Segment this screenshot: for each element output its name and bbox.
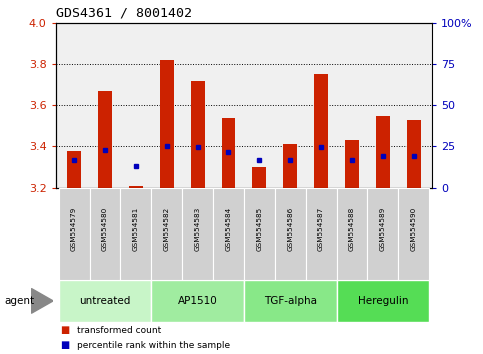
Text: ■: ■ xyxy=(60,341,70,350)
Text: GSM554590: GSM554590 xyxy=(411,207,417,251)
Text: GSM554589: GSM554589 xyxy=(380,207,386,251)
Text: GSM554581: GSM554581 xyxy=(133,207,139,251)
Bar xyxy=(67,150,81,188)
Bar xyxy=(244,188,275,280)
Bar xyxy=(98,91,112,188)
Bar xyxy=(314,74,328,188)
Bar xyxy=(337,188,368,280)
Text: GSM554582: GSM554582 xyxy=(164,207,170,251)
Bar xyxy=(253,167,266,188)
Bar xyxy=(151,280,244,322)
Text: GSM554586: GSM554586 xyxy=(287,207,293,251)
Text: TGF-alpha: TGF-alpha xyxy=(264,296,317,306)
Bar xyxy=(398,188,429,280)
Text: GDS4361 / 8001402: GDS4361 / 8001402 xyxy=(56,6,192,19)
Bar xyxy=(120,188,151,280)
Text: Heregulin: Heregulin xyxy=(357,296,408,306)
Bar xyxy=(58,280,151,322)
Text: percentile rank within the sample: percentile rank within the sample xyxy=(77,342,230,350)
Text: GSM554584: GSM554584 xyxy=(226,207,231,251)
Polygon shape xyxy=(31,289,53,313)
Text: GSM554588: GSM554588 xyxy=(349,207,355,251)
Text: ■: ■ xyxy=(60,325,70,335)
Bar xyxy=(129,185,143,188)
Bar xyxy=(151,188,182,280)
Bar xyxy=(407,120,421,188)
Text: GSM554587: GSM554587 xyxy=(318,207,324,251)
Text: GSM554585: GSM554585 xyxy=(256,207,262,251)
Bar xyxy=(160,60,174,188)
Text: GSM554580: GSM554580 xyxy=(102,207,108,251)
Text: AP1510: AP1510 xyxy=(178,296,217,306)
Bar xyxy=(222,118,235,188)
Bar xyxy=(376,116,390,188)
Bar xyxy=(275,188,306,280)
Bar xyxy=(337,280,429,322)
Bar xyxy=(345,140,359,188)
Text: transformed count: transformed count xyxy=(77,326,161,335)
Bar xyxy=(368,188,398,280)
Bar xyxy=(89,188,120,280)
Text: GSM554583: GSM554583 xyxy=(195,207,200,251)
Text: GSM554579: GSM554579 xyxy=(71,207,77,251)
Text: agent: agent xyxy=(5,296,35,306)
Bar xyxy=(58,188,89,280)
Bar xyxy=(306,188,337,280)
Bar xyxy=(244,280,337,322)
Bar xyxy=(191,81,204,188)
Text: untreated: untreated xyxy=(79,296,130,306)
Bar xyxy=(213,188,244,280)
Bar xyxy=(284,144,297,188)
Bar xyxy=(182,188,213,280)
